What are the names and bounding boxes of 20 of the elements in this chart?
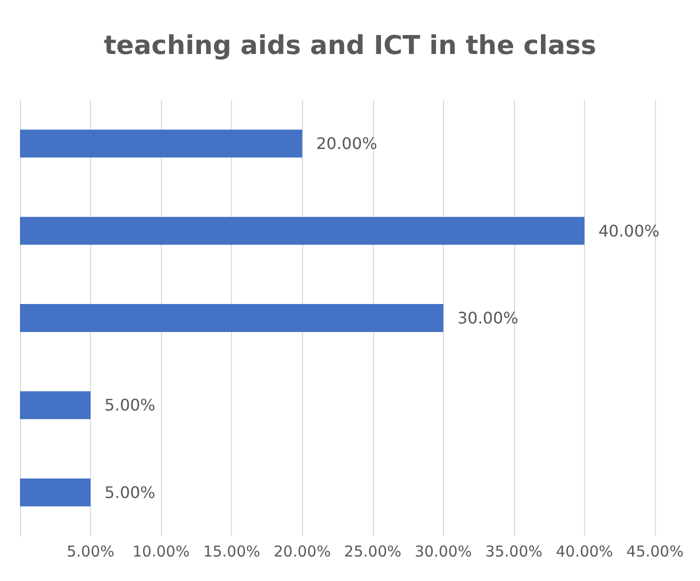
data-label: 40.00%: [598, 221, 660, 240]
x-tick-label: 25.00%: [344, 542, 402, 560]
chart-title: teaching aids and ICT in the class: [104, 31, 596, 61]
x-tick-label: 20.00%: [274, 542, 331, 560]
x-tick-label: 45.00%: [626, 542, 684, 560]
data-label: 5.00%: [104, 396, 156, 415]
data-label: 5.00%: [104, 482, 156, 502]
bar: [20, 478, 91, 506]
bar: [20, 391, 91, 420]
x-tick-label: 40.00%: [556, 542, 614, 560]
x-tick-label: 15.00%: [203, 542, 260, 560]
x-tick-label: 30.00%: [414, 542, 472, 560]
bar: [20, 216, 584, 245]
bar: [20, 130, 302, 158]
x-tick-label: 10.00%: [132, 542, 190, 560]
x-tick-label: 5.00%: [66, 542, 114, 560]
bar: [20, 304, 444, 332]
data-label: 30.00%: [457, 308, 518, 328]
data-label: 20.00%: [316, 134, 378, 154]
x-tick-label: 35.00%: [485, 542, 542, 560]
